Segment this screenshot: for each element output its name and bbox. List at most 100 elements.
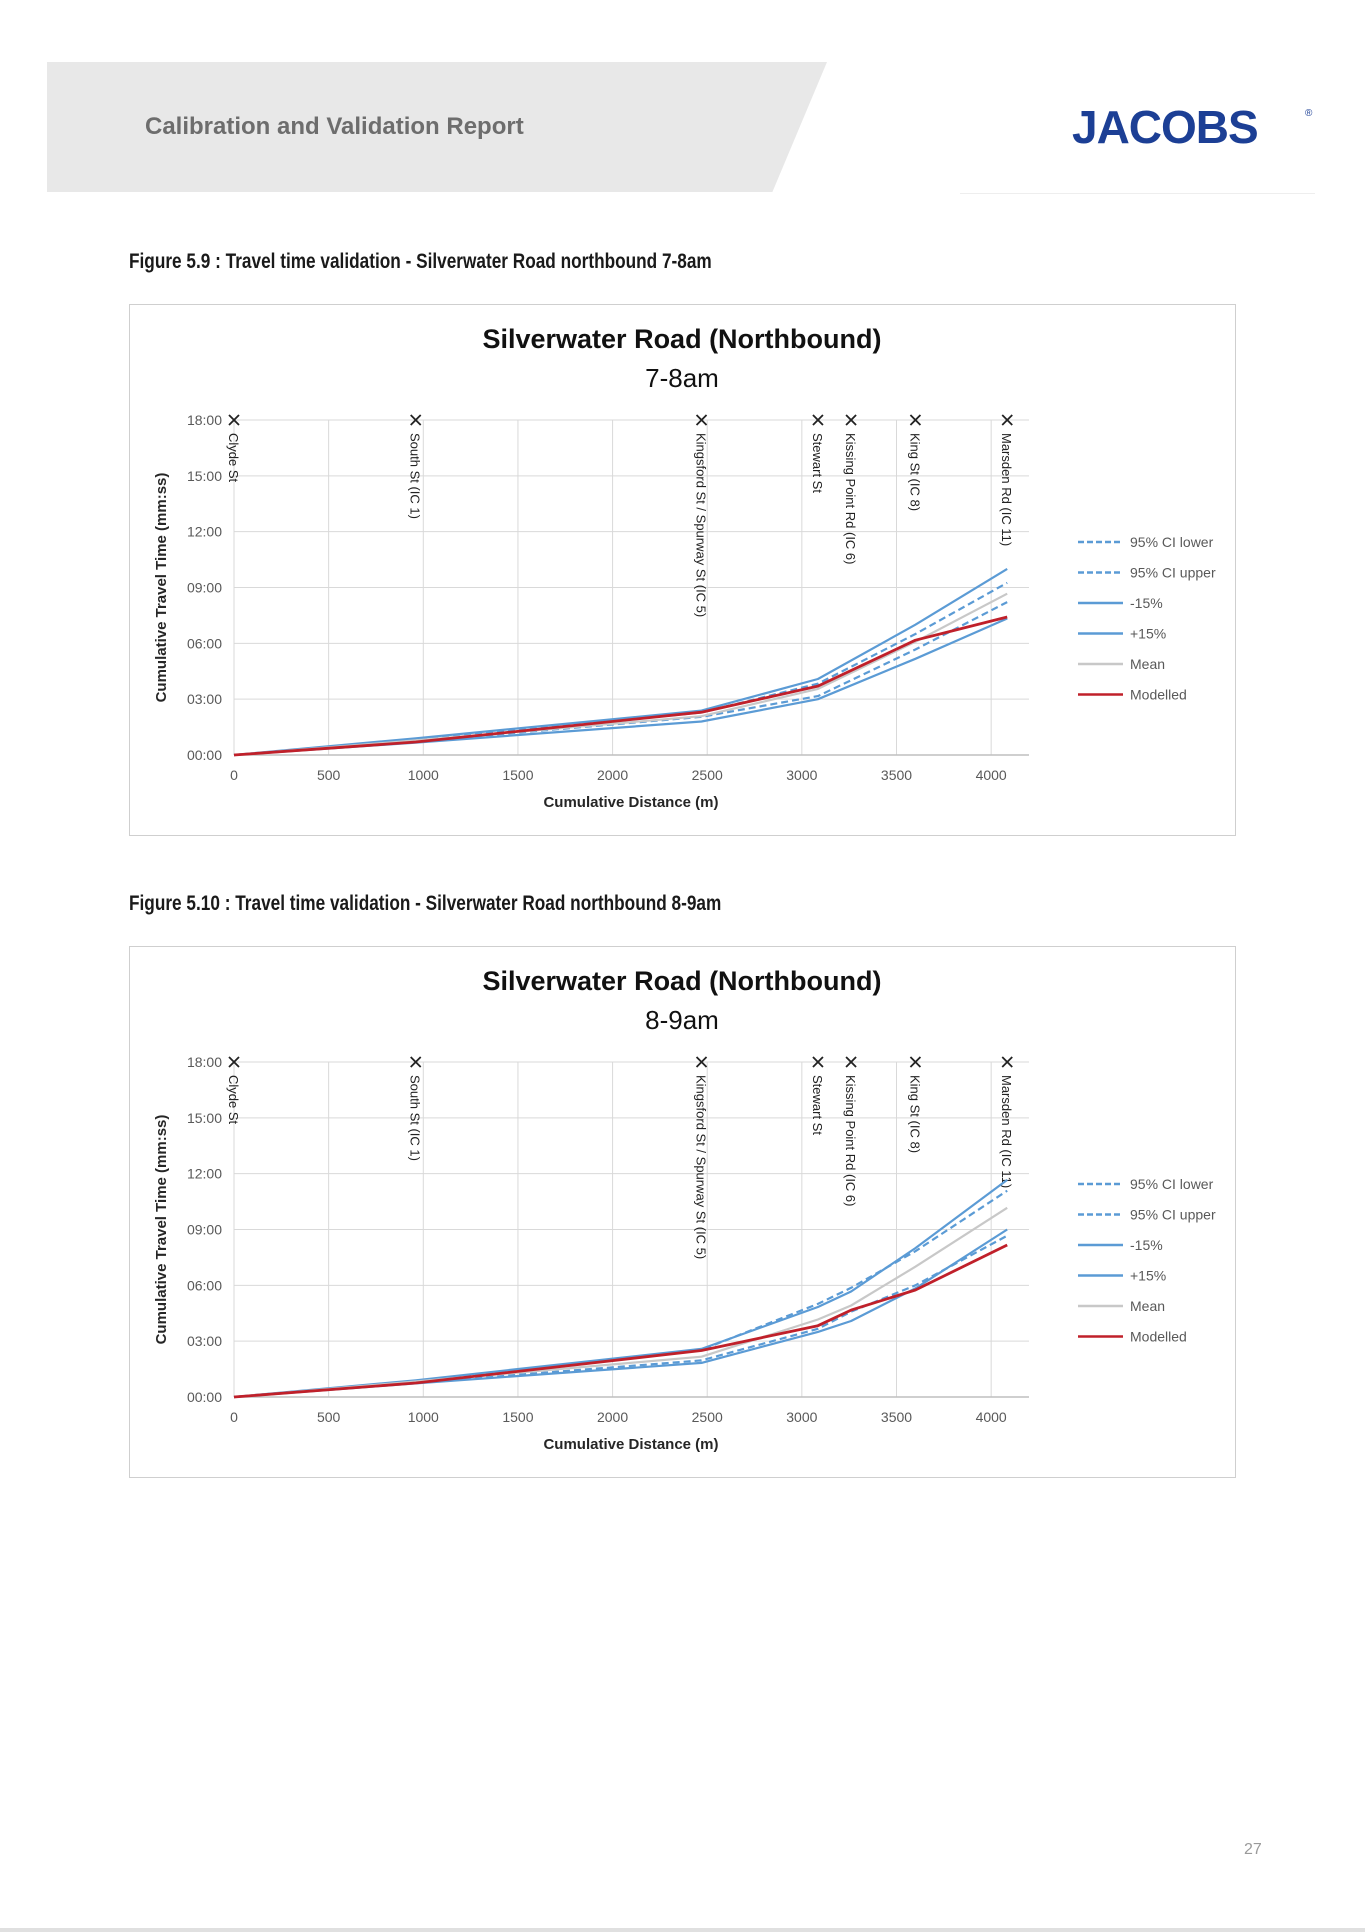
y-tick-label: 18:00 [187, 412, 222, 428]
marker-label-kissing-point-rd-ic-6: Kissing Point Rd (IC 6) [843, 433, 858, 565]
marker-label-clyde-st: Clyde St [226, 433, 241, 483]
marker-label-kissing-point-rd-ic-6: Kissing Point Rd (IC 6) [843, 1075, 858, 1207]
marker-label-king-st-ic-8: King St (IC 8) [907, 1075, 922, 1153]
x-tick-label: 3000 [786, 767, 817, 783]
marker-marsden-rd-ic-11 [1001, 414, 1013, 426]
header-band [47, 62, 827, 192]
marker-label-kingsford-st-spurway-st-ic-5: Kingsford St / Spurway St (IC 5) [694, 433, 709, 617]
x-tick-label: 3500 [881, 1409, 912, 1425]
marker-label-stewart-st: Stewart St [810, 433, 825, 493]
marker-label-clyde-st: Clyde St [226, 1075, 241, 1125]
x-tick-label: 1500 [502, 767, 533, 783]
series-line-95-ci-lower [233, 601, 1008, 757]
series-line-modelled [233, 615, 1008, 757]
x-tick-label: 500 [317, 1409, 341, 1425]
legend-label-mean: Mean [1130, 1298, 1165, 1314]
y-axis-label: Cumulative Travel Time (mm:ss) [153, 473, 170, 703]
registered-mark: ® [1305, 108, 1313, 119]
marker-kissing-point-rd-ic-6 [845, 414, 857, 426]
x-tick-label: 1000 [408, 1409, 439, 1425]
chart-7-8am: Silverwater Road (Northbound) 7-8am 00:00 0… [153, 324, 1216, 811]
chart-title: Silverwater Road (Northbound) [482, 324, 881, 354]
marker-stewart-st [812, 1056, 824, 1068]
x-tick-label: 2500 [692, 767, 723, 783]
marker-stewart-st [812, 414, 824, 426]
y-tick-label: 03:00 [187, 1333, 222, 1349]
y-tick-label: 09:00 [187, 580, 222, 596]
marker-label-stewart-st: Stewart St [810, 1075, 825, 1135]
marker-label-south-st-ic-1: South St (IC 1) [408, 1075, 423, 1161]
chart-subtitle: 7-8am [645, 363, 719, 393]
marker-marsden-rd-ic-11 [1001, 1056, 1013, 1068]
series-line-mean [233, 1206, 1008, 1399]
marker-king-st-ic-8 [909, 414, 922, 426]
y-tick-label: 06:00 [187, 635, 222, 651]
report-title: Calibration and Validation Report [145, 113, 524, 140]
series-line-15 [233, 1179, 1008, 1399]
legend-label-95-ci-lower: 95% CI lower [1130, 1176, 1214, 1192]
chart-frame-1: Silverwater Road (Northbound) 7-8am 00:00 0… [129, 304, 1236, 836]
x-tick-label: 2000 [597, 767, 628, 783]
y-tick-label: 00:00 [187, 747, 222, 763]
y-tick-label: 12:00 [187, 1166, 222, 1182]
y-tick-label: 12:00 [187, 524, 222, 540]
x-tick-label: 0 [230, 1409, 238, 1425]
marker-kissing-point-rd-ic-6 [845, 1056, 857, 1068]
marker-label-south-st-ic-1: South St (IC 1) [408, 433, 423, 519]
marker-label-king-st-ic-8: King St (IC 8) [907, 433, 922, 511]
legend-label-modelled: Modelled [1130, 1329, 1187, 1345]
y-tick-label: 06:00 [187, 1277, 222, 1293]
x-axis-label: Cumulative Distance (m) [543, 794, 718, 811]
chart-8-9am: Silverwater Road (Northbound) 8-9am 00:00 0… [153, 966, 1216, 1453]
chart-title: Silverwater Road (Northbound) [482, 966, 881, 996]
page-number: 27 [1244, 1841, 1262, 1858]
figure-caption-2: Figure 5.10 : Travel time validation - S… [129, 892, 722, 915]
series-line-mean [233, 592, 1008, 757]
y-axis-label: Cumulative Travel Time (mm:ss) [153, 1115, 170, 1345]
x-tick-label: 4000 [976, 767, 1007, 783]
figure-caption-1: Figure 5.9 : Travel time validation - Si… [129, 250, 712, 273]
marker-king-st-ic-8 [909, 1056, 922, 1068]
legend-label-95-ci-upper: 95% CI upper [1130, 565, 1216, 581]
marker-label-marsden-rd-ic-11: Marsden Rd (IC 11) [999, 433, 1014, 546]
x-axis-label: Cumulative Distance (m) [543, 1436, 718, 1453]
y-tick-label: 09:00 [187, 1222, 222, 1238]
legend-label-15: -15% [1130, 595, 1163, 611]
series-line-modelled [233, 1243, 1008, 1399]
marker-label-kingsford-st-spurway-st-ic-5: Kingsford St / Spurway St (IC 5) [694, 1075, 709, 1259]
x-tick-label: 0 [230, 767, 238, 783]
x-tick-label: 3500 [881, 767, 912, 783]
header-divider [960, 193, 1315, 194]
footer-bar [0, 1928, 1365, 1932]
series-line-15 [233, 567, 1008, 757]
legend-label-15: -15% [1130, 1237, 1163, 1253]
y-tick-label: 00:00 [187, 1389, 222, 1405]
x-tick-label: 3000 [786, 1409, 817, 1425]
x-tick-label: 4000 [976, 1409, 1007, 1425]
legend-label-mean: Mean [1130, 656, 1165, 672]
legend-label-15: +15% [1130, 1268, 1166, 1284]
legend-label-15: +15% [1130, 626, 1166, 642]
series-line-95-ci-lower [233, 1234, 1008, 1399]
marker-clyde-st [228, 414, 240, 426]
y-tick-label: 03:00 [187, 691, 222, 707]
legend-label-modelled: Modelled [1130, 687, 1187, 703]
marker-kingsford-st-spurway-st-ic-5 [695, 414, 708, 426]
series-line-15 [233, 1228, 1008, 1399]
marker-kingsford-st-spurway-st-ic-5 [695, 1056, 708, 1068]
y-tick-label: 15:00 [187, 468, 222, 484]
x-tick-label: 500 [317, 767, 341, 783]
chart-subtitle: 8-9am [645, 1005, 719, 1035]
marker-clyde-st [228, 1056, 240, 1068]
marker-south-st-ic-1 [410, 1056, 422, 1068]
x-tick-label: 2500 [692, 1409, 723, 1425]
marker-south-st-ic-1 [410, 414, 422, 426]
chart-frame-2: Silverwater Road (Northbound) 8-9am 00:00 0… [129, 946, 1236, 1478]
legend-label-95-ci-lower: 95% CI lower [1130, 534, 1214, 550]
legend-label-95-ci-upper: 95% CI upper [1130, 1207, 1216, 1223]
y-tick-label: 15:00 [187, 1110, 222, 1126]
marker-label-marsden-rd-ic-11: Marsden Rd (IC 11) [999, 1075, 1014, 1188]
x-tick-label: 1500 [502, 1409, 533, 1425]
jacobs-logo: JACOBS [1072, 101, 1259, 153]
x-tick-label: 2000 [597, 1409, 628, 1425]
